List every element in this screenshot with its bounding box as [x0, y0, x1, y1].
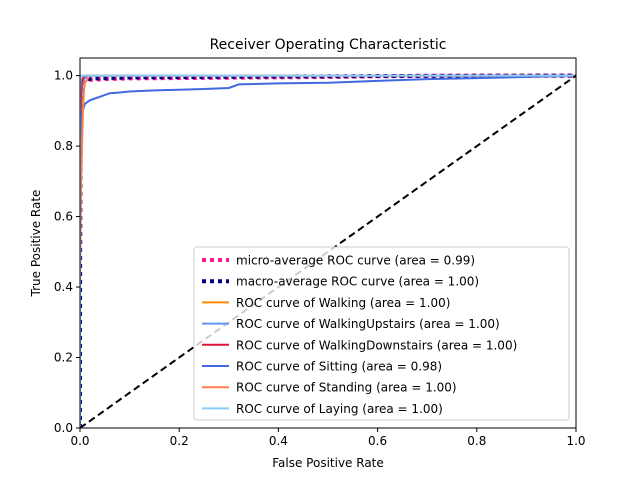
legend-label-2: macro-average ROC curve (area = 1.00) — [236, 275, 479, 289]
x-axis-label: False Positive Rate — [272, 456, 384, 470]
legend-label-6: ROC curve of Sitting (area = 0.98) — [236, 360, 442, 374]
legend-box — [193, 246, 570, 421]
x-tick-label: 0.8 — [467, 434, 486, 448]
axes-frame — [79, 57, 577, 429]
x-axis: 0.0 0.2 0.4 0.6 0.8 1.0 — [70, 428, 586, 448]
legend-label-7: ROC curve of Standing (area = 1.00) — [236, 381, 457, 395]
plot-area — [79, 57, 577, 429]
series-layer — [80, 73, 576, 428]
series-line-8 — [80, 74, 576, 428]
chance-diagonal-line — [80, 74, 576, 428]
x-tick-label: 1.0 — [566, 434, 585, 448]
y-tick-label: 1.0 — [54, 69, 73, 83]
y-tick-label: 0.0 — [54, 421, 73, 435]
y-tick-label: 0.4 — [54, 280, 73, 294]
y-tick-label: 0.6 — [54, 210, 73, 224]
legend-label-8: ROC curve of Laying (area = 1.00) — [236, 402, 443, 416]
x-tick-label: 0.2 — [170, 434, 189, 448]
legend: micro-average ROC curve (area = 0.99) mac… — [193, 246, 570, 421]
legend-label-5: ROC curve of WalkingDownstairs (area = 1… — [236, 338, 517, 352]
y-axis-label: True Positive Rate — [29, 190, 43, 298]
x-tick-label: 0.6 — [368, 434, 387, 448]
y-tick-label: 0.2 — [54, 351, 73, 365]
x-tick-label: 0.4 — [269, 434, 288, 448]
legend-label-3: ROC curve of Walking (area = 1.00) — [236, 296, 450, 310]
y-tick-label: 0.8 — [54, 139, 73, 153]
legend-label-1: micro-average ROC curve (area = 0.99) — [236, 254, 475, 268]
x-tick-label: 0.0 — [70, 434, 89, 448]
y-axis: 0.0 0.2 0.4 0.6 0.8 1.0 — [54, 69, 80, 435]
legend-label-4: ROC curve of WalkingUpstairs (area = 1.0… — [236, 317, 500, 331]
chart-title: Receiver Operating Characteristic — [210, 37, 447, 53]
